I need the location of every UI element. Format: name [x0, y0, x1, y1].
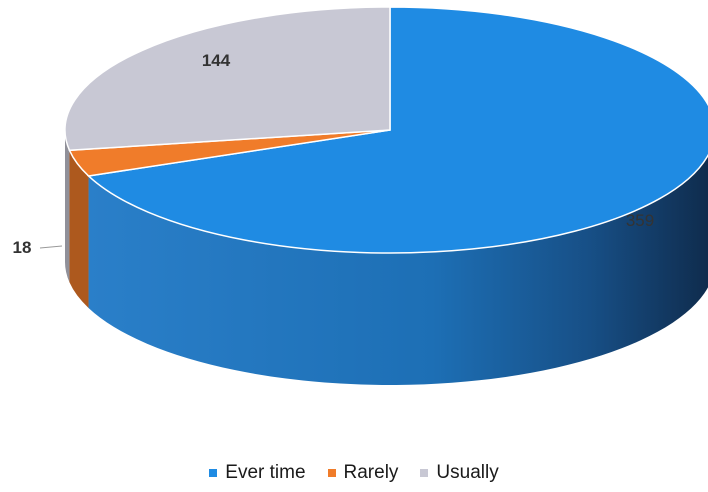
- legend-item-ever-time: Ever time: [209, 462, 306, 484]
- data-label-ever-time: 359: [626, 211, 654, 230]
- pie-side-ever-time: [88, 155, 708, 385]
- legend-swatch: [327, 469, 336, 477]
- leader-line-rarely: [39, 245, 63, 249]
- pie-side-rarely: [69, 150, 89, 308]
- legend-label: Usually: [436, 462, 499, 483]
- legend-label: Ever time: [225, 462, 306, 483]
- legend-label: Rarely: [343, 462, 399, 483]
- pie-side-usually: [65, 130, 70, 283]
- pie-slice-usually: [64, 6, 391, 152]
- legend-swatch: [420, 469, 429, 477]
- data-label-usually: 144: [202, 51, 231, 70]
- legend: Ever time Rarely Usually: [0, 462, 708, 484]
- legend-item-rarely: Rarely: [327, 462, 399, 484]
- legend-swatch: [209, 469, 218, 477]
- legend-item-usually: Usually: [420, 462, 499, 484]
- pie-slice-ever-time: [86, 6, 708, 254]
- data-label-rarely: 18: [13, 238, 32, 257]
